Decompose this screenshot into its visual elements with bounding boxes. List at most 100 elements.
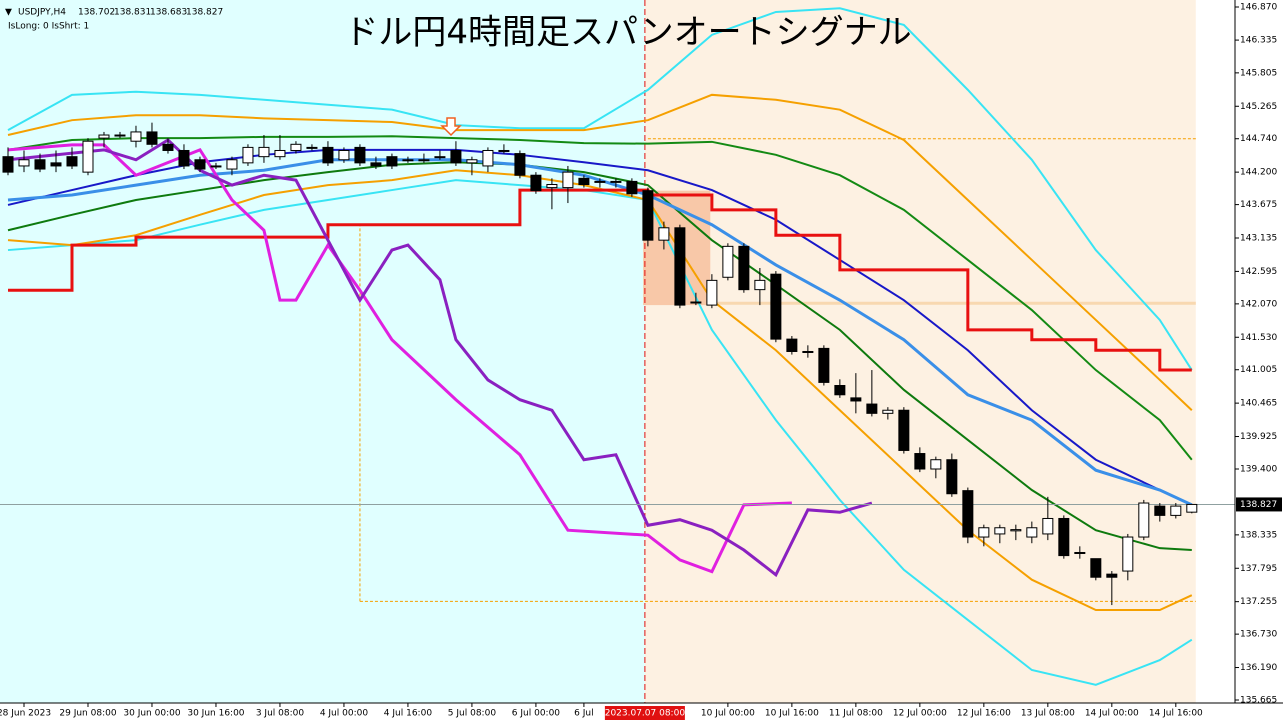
- candle-body: [1154, 505, 1166, 516]
- x-tick-label: 28 Jun 2023: [0, 709, 51, 719]
- y-tick-label: 139.400: [1240, 465, 1277, 475]
- candle-body: [18, 159, 30, 167]
- candle-body: [114, 134, 126, 137]
- past-area: [0, 0, 645, 703]
- candle-body: [370, 162, 382, 167]
- marker-label: 2023.07.07 08:00: [605, 709, 686, 719]
- candle-body: [818, 347, 830, 383]
- y-tick-label: 143.135: [1240, 234, 1277, 244]
- candle-body: [674, 227, 686, 306]
- y-tick-label: 144.200: [1240, 168, 1277, 178]
- indicator-line: [7, 138, 873, 578]
- candle-body: [850, 397, 862, 402]
- y-tick-label: 141.005: [1240, 365, 1277, 375]
- y-tick-label: 138.335: [1240, 530, 1277, 540]
- plot: [0, 7, 1235, 686]
- candle-body: [1042, 517, 1054, 535]
- price-label-box: [1236, 497, 1282, 512]
- candle-body: [754, 279, 766, 291]
- x-tick-label: 14 Jul 00:00: [1085, 709, 1139, 719]
- candle-body: [162, 143, 174, 151]
- candle-body: [786, 338, 798, 352]
- candle-body: [82, 140, 94, 173]
- candle-body: [802, 350, 814, 353]
- x-tick-label: 11 Jul 08:00: [829, 709, 883, 719]
- candle-body: [1074, 551, 1086, 554]
- candle-body: [242, 146, 254, 164]
- indicator-line: [7, 93, 1193, 411]
- indicator-line: [7, 7, 1193, 371]
- indicator-line: [7, 135, 1193, 461]
- candle-body: [594, 180, 606, 183]
- candle-body: [418, 159, 430, 162]
- candle-body: [322, 146, 334, 164]
- y-tick-label: 136.190: [1240, 663, 1277, 673]
- candle-body: [338, 149, 350, 161]
- x-tick-label: 3 Jul 08:00: [256, 709, 305, 719]
- candle-body: [546, 184, 558, 189]
- y-tick-label: 141.530: [1240, 333, 1277, 343]
- price-label: 138.827: [1240, 500, 1277, 510]
- candle-body: [1106, 573, 1118, 578]
- y-tick-label: 135.665: [1240, 696, 1277, 706]
- indicator-line: [7, 188, 1192, 372]
- y-tick-label: 137.795: [1240, 564, 1277, 574]
- candle-body: [178, 149, 190, 167]
- candle-body: [642, 190, 654, 241]
- indicator-line: [7, 179, 1193, 686]
- close: 138.827: [186, 8, 223, 18]
- candle-body: [98, 134, 110, 139]
- candle-body: [1058, 517, 1070, 557]
- candle-body: [274, 149, 286, 158]
- y-tick-label: 139.925: [1240, 432, 1277, 442]
- candle-body: [402, 159, 414, 162]
- candle-body: [434, 156, 446, 159]
- candle-body: [226, 159, 238, 170]
- x-tick-label: 14 Jul 16:00: [1149, 709, 1203, 719]
- y-tick-label: 144.740: [1240, 134, 1277, 144]
- candle-body: [66, 156, 78, 167]
- y-tick-label: 145.805: [1240, 68, 1277, 78]
- candle-body: [770, 273, 782, 340]
- candle-body: [2, 156, 14, 173]
- x-tick-label: 6 Jul: [574, 709, 593, 719]
- candle-body: [626, 180, 638, 195]
- candle-body: [962, 490, 974, 538]
- candle-body: [386, 156, 398, 167]
- y-tick-label: 146.335: [1240, 36, 1277, 46]
- open: 138.702: [78, 8, 115, 18]
- candle-body: [946, 459, 958, 495]
- candle-body: [914, 453, 926, 470]
- candle-body: [514, 153, 526, 176]
- candle-body: [610, 180, 622, 183]
- candle-body: [930, 459, 942, 470]
- x-tick-label: 6 Jul 00:00: [512, 709, 561, 719]
- status: IsLong: 0 IsShrt: 1: [8, 22, 89, 32]
- candle-body: [146, 131, 158, 145]
- candle-body: [690, 301, 702, 304]
- x-tick-label: 10 Jul 00:00: [701, 709, 755, 719]
- collapse-icon: ▼: [5, 8, 12, 18]
- x-tick-label: 12 Jul 00:00: [893, 709, 947, 719]
- y-tick-label: 137.255: [1240, 597, 1277, 607]
- candle-body: [1026, 527, 1038, 538]
- x-tick-label: 4 Jul 00:00: [320, 709, 369, 719]
- candle-body: [1138, 502, 1150, 538]
- candle-body: [1090, 558, 1102, 578]
- candle-body: [258, 146, 270, 158]
- candle-body: [354, 146, 366, 164]
- indicator-line: [7, 148, 1193, 506]
- background: [0, 0, 1196, 703]
- y-tick-label: 142.070: [1240, 299, 1277, 309]
- candle-body: [194, 159, 206, 170]
- candle-body: [1186, 503, 1198, 513]
- candle-body: [50, 162, 62, 167]
- x-tick-label: 5 Jul 08:00: [448, 709, 497, 719]
- candle-body: [466, 159, 478, 164]
- chart-title: ドル円4時間足スパンオートシグナル: [344, 13, 911, 53]
- candle-body: [834, 385, 846, 396]
- candle-body: [450, 149, 462, 164]
- x-tick-label: 12 Jul 16:00: [957, 709, 1011, 719]
- x-tick-label: 30 Jun 00:00: [123, 709, 180, 719]
